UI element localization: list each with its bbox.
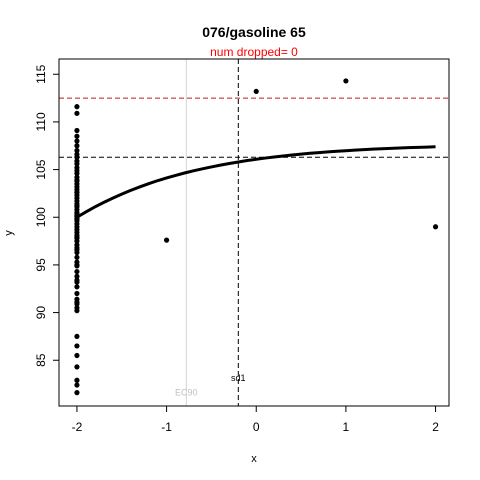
data-point [432,224,439,230]
chart-title: 076/gasoline 65 [202,24,306,40]
data-point [74,333,80,340]
fit-curve [76,145,436,219]
data-point [74,352,80,359]
x-tick-label: 0 [253,420,260,434]
x-tick-label: -1 [161,420,172,434]
data-point [74,110,80,116]
data-point [74,143,80,149]
data-point [74,343,80,349]
x-axis-label: x [251,453,257,465]
data-point [74,254,80,260]
data-point [74,273,80,279]
data-point [74,382,80,388]
x-tick-label: 1 [343,420,350,434]
data-point [74,290,80,297]
annotation-label: sd1 [231,373,246,383]
data-point [74,138,80,144]
data-point [74,189,80,196]
data-point [74,377,80,383]
data-point [343,78,349,84]
data-point [74,234,80,240]
y-tick-label: 110 [34,112,48,131]
data-point [74,364,80,370]
y-tick-label: 95 [34,258,48,272]
axes-layer: -2 -1 0 1 2 85 90 95 100 105 110 115 [34,64,439,434]
data-point [74,104,80,110]
data-point [74,133,80,139]
data-point [74,390,80,396]
data-point [253,88,259,95]
data-point [74,177,80,183]
plot-frame [58,58,450,407]
reference-lines [59,59,449,406]
y-tick-label: 100 [34,207,48,227]
data-point [74,170,80,176]
data-point [74,127,80,134]
data-point [74,238,80,244]
fit-curve-layer [76,145,436,219]
data-point [74,284,80,290]
chart-subtitle: num dropped= 0 [210,45,298,59]
data-point [74,305,80,311]
data-point [74,277,80,283]
data-point [74,161,80,167]
y-tick-label: 85 [34,353,48,367]
data-point [74,268,80,275]
data-point [74,203,80,209]
x-tick-label: 2 [432,420,439,434]
data-point [74,216,80,222]
y-tick-label: 90 [34,306,48,320]
data-point [74,154,80,160]
data-point [74,210,80,217]
data-point [74,247,80,253]
data-point [74,147,80,154]
y-axis-label: y [3,230,15,236]
data-point [74,299,80,305]
annotation-label: EC90 [175,388,198,398]
points-layer [74,78,439,396]
y-tick-label: 105 [34,159,48,179]
data-point [74,262,80,268]
data-point [163,237,170,243]
y-tick-label: 115 [34,64,48,83]
x-tick-label: -2 [72,420,83,434]
annotations-layer: sd1 EC90 [175,373,246,397]
